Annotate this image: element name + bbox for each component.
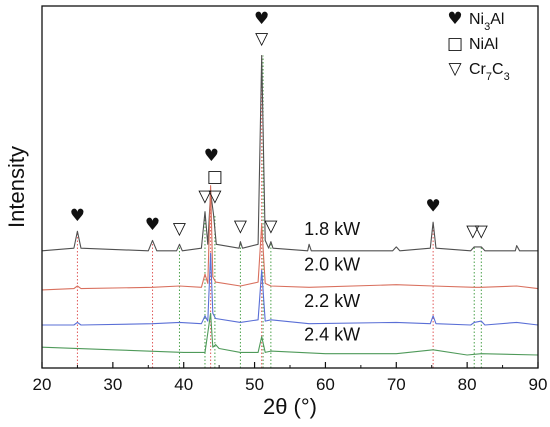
series-label: 2.0 kW [304,254,360,274]
peak-markers: ♥ ♥ ▽▽♥□▽▽♥▽▽♥▽▽ [70,9,489,241]
series-line-1-8-kW [41,54,538,252]
x-tick-label: 70 [387,375,406,394]
legend-triangle-icon: ▽ [448,59,462,79]
series-label: 2.4 kW [304,325,360,345]
legend-entry-label: NiAl [469,36,498,53]
series-line-2-4-kW [41,312,539,356]
heart-marker-icon: ♥ [426,197,441,217]
heart-marker-icon: ♥ [254,9,269,29]
triangle-marker-icon: ▽ [264,216,278,236]
plot-frame [41,5,539,369]
triangle-marker-icon: ▽ [466,221,480,241]
x-axis-ticks: 20 30 40 50 60 70 80 90 [33,362,548,394]
legend-heart-icon: ♥ [447,9,462,29]
triangle-marker-icon: ▽ [475,221,489,241]
legend-entry-label: Cr7C3 [469,61,510,83]
x-tick-label: 90 [529,375,548,394]
x-tick-label: 50 [245,375,264,394]
x-tick-label: 80 [458,375,477,394]
x-tick-label: 20 [33,375,52,394]
x-axis-title: 2θ (°) [263,394,317,419]
legend-square-icon: □ [447,34,463,54]
heart-marker-icon: ♥ [204,146,219,166]
x-tick-label: 60 [316,375,335,394]
y-axis-title: Intensity [4,146,29,228]
triangle-marker-icon: ▽ [173,219,187,239]
x-tick-label: 40 [174,375,193,394]
series-label: 1.8 kW [304,219,360,239]
series-line-2-0-kW [41,185,539,291]
triangle-marker-icon: ▽ [208,186,222,206]
legend-entry-label: Ni3Al [469,11,504,33]
triangle-marker-icon: ▽ [234,216,248,236]
square-marker-icon: □ [207,167,223,187]
series-labels: 1.8 kW 2.0 kW 2.2 kW 2.4 kW [304,219,360,344]
triangle-marker-icon: ▽ [255,29,269,49]
heart-marker-icon: ♥ [145,215,160,235]
series-label: 2.2 kW [304,291,360,311]
series-lines [41,54,539,356]
series-line-2-2-kW [42,252,539,326]
x-tick-label: 30 [103,375,122,394]
triangle-marker-icon: ▽ [198,186,212,206]
legend: ♥ Ni3Al □ NiAl ▽ Cr7C3 [447,9,510,83]
heart-marker-icon: ♥ [70,206,85,226]
